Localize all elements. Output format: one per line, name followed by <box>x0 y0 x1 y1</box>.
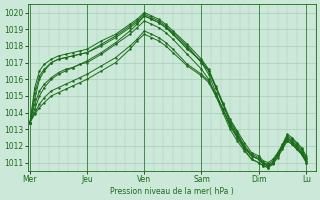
X-axis label: Pression niveau de la mer( hPa ): Pression niveau de la mer( hPa ) <box>110 187 234 196</box>
